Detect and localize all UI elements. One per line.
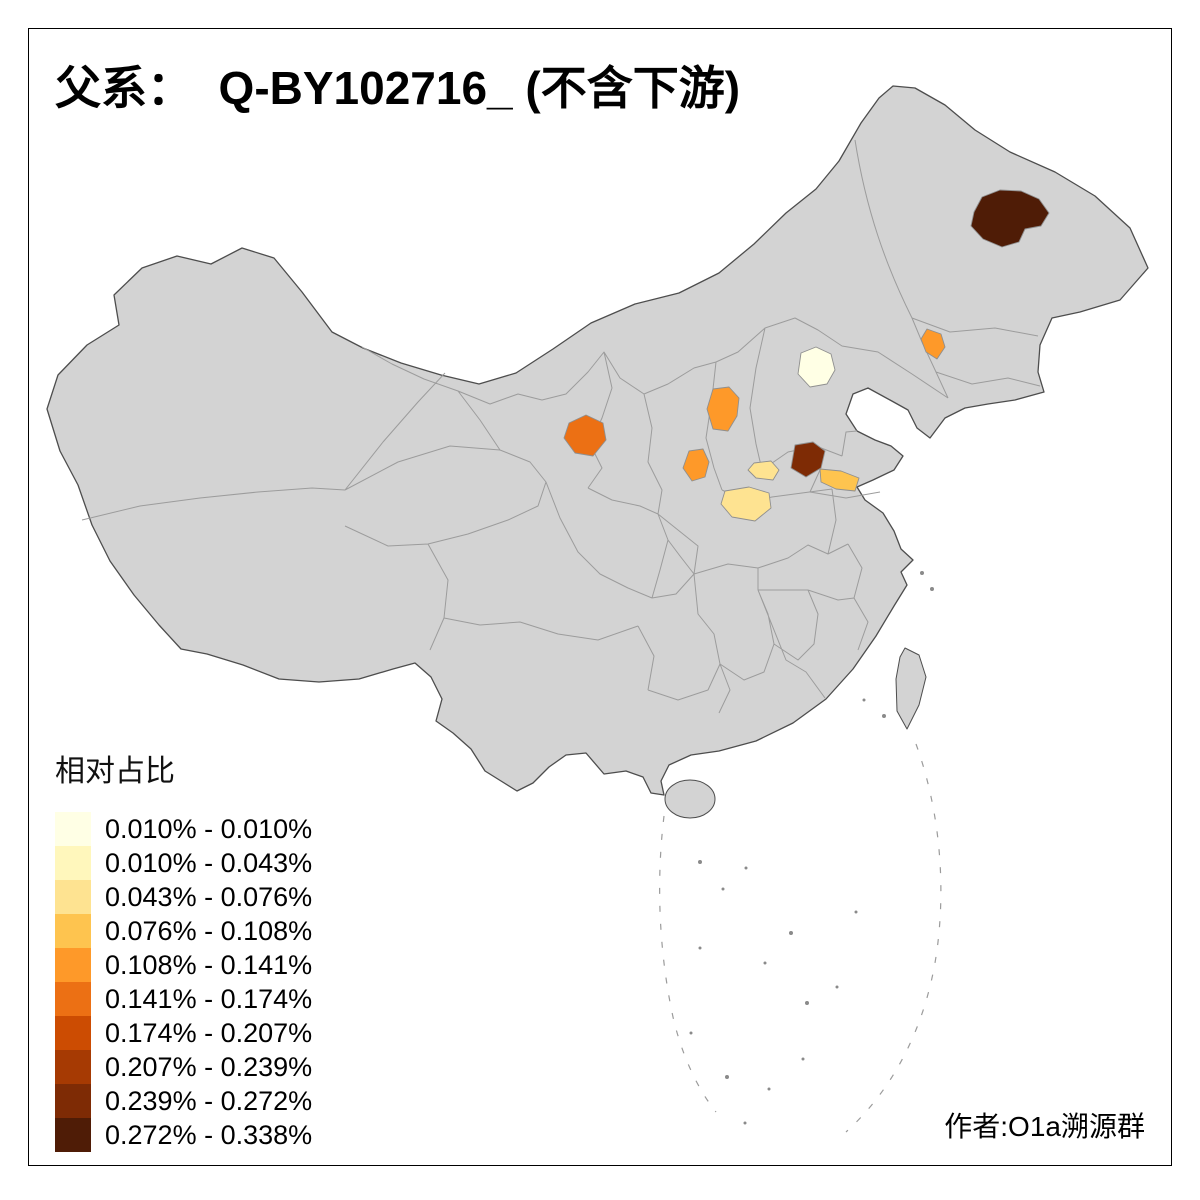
legend-swatch [55, 1016, 91, 1050]
region-henan-west [747, 460, 780, 481]
legend-label: 0.239% - 0.272% [105, 1085, 313, 1116]
region-beijing [797, 346, 836, 388]
legend-swatch [55, 1084, 91, 1118]
region-gansu-east [563, 414, 607, 457]
south-sea-islands [689, 571, 934, 1125]
legend-item: 0.076% - 0.108% [55, 914, 312, 948]
legend-item: 0.239% - 0.272% [55, 1084, 312, 1118]
legend-label: 0.043% - 0.076% [105, 881, 313, 912]
region-liaoning-west [920, 328, 946, 360]
legend-item: 0.010% - 0.043% [55, 846, 312, 880]
south-sea-boundary-line [659, 743, 942, 1133]
legend-item: 0.108% - 0.141% [55, 948, 312, 982]
legend-swatch [55, 982, 91, 1016]
legend-label: 0.141% - 0.174% [105, 983, 313, 1014]
legend-swatch [55, 1118, 91, 1152]
legend-swatch [55, 914, 91, 948]
legend-label: 0.076% - 0.108% [105, 915, 313, 946]
legend-item: 0.043% - 0.076% [55, 880, 312, 914]
legend-label: 0.010% - 0.010% [105, 813, 313, 844]
legend-swatch [55, 948, 91, 982]
region-heilongjiang-central [970, 189, 1050, 248]
legend-item: 0.010% - 0.010% [55, 812, 312, 846]
legend-label: 0.010% - 0.043% [105, 847, 313, 878]
region-jiangsu-northwest [819, 468, 860, 492]
region-henan-north [790, 441, 826, 478]
legend-item: 0.207% - 0.239% [55, 1050, 312, 1084]
legend-label: 0.272% - 0.338% [105, 1119, 313, 1150]
page-title: 父系： Q-BY102716_ (不含下游) [55, 62, 741, 114]
legend-swatch [55, 1050, 91, 1084]
taiwan-island [895, 647, 927, 730]
region-shaanxi-north [682, 448, 710, 482]
legend-swatch [55, 812, 91, 846]
legend-label: 0.207% - 0.239% [105, 1051, 313, 1082]
hainan-island [664, 779, 716, 819]
legend-item: 0.174% - 0.207% [55, 1016, 312, 1050]
legend-title: 相对占比 [55, 755, 175, 788]
legend-item: 0.272% - 0.338% [55, 1118, 312, 1152]
region-shanxi-north [706, 386, 740, 432]
legend-label: 0.174% - 0.207% [105, 1017, 313, 1048]
province-borders [81, 139, 1041, 714]
region-shaanxi-south [720, 486, 772, 522]
legend-swatch [55, 846, 91, 880]
legend-swatch [55, 880, 91, 914]
legend-item: 0.141% - 0.174% [55, 982, 312, 1016]
attribution: 作者:O1a溯源群 [944, 1111, 1145, 1142]
legend-label: 0.108% - 0.141% [105, 949, 313, 980]
legend: 相对占比 0.010% - 0.010% 0.010% - 0.043% 0.0… [55, 746, 312, 1152]
